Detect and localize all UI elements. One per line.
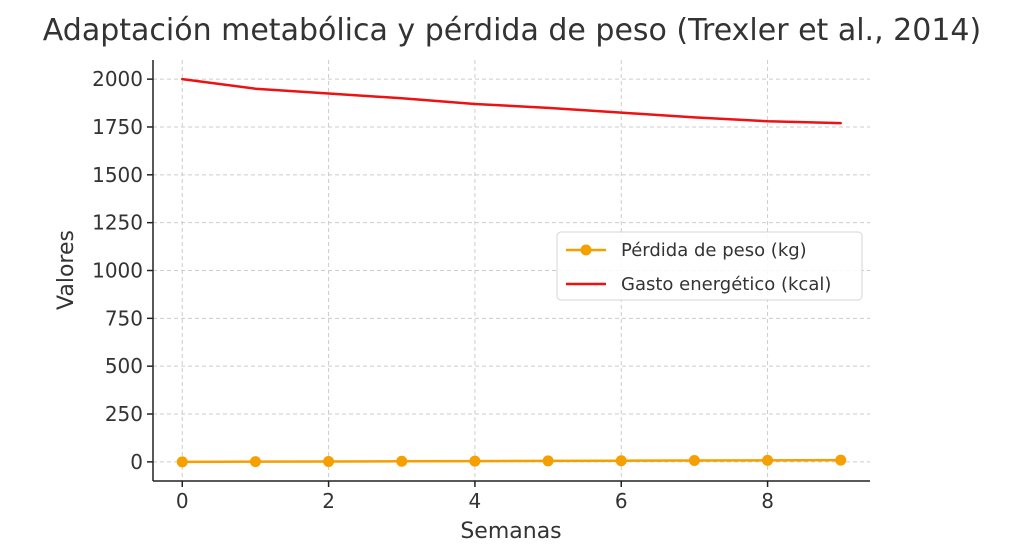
tick-layer: 0 2 4 6 8 0 250 500 750 1000 1250 1500 1750 2000	[92, 67, 774, 513]
y-tick-label: 1500	[92, 163, 143, 187]
data-point	[469, 455, 481, 467]
data-point	[615, 455, 627, 467]
x-axis-label: Semanas	[460, 519, 561, 544]
x-tick-label: 2	[322, 489, 335, 513]
y-tick-label: 1000	[92, 259, 143, 283]
data-point	[688, 455, 700, 467]
y-axis-label: Valores	[54, 230, 79, 310]
data-point	[323, 455, 335, 467]
legend-box	[556, 231, 863, 301]
y-tick-label: 500	[105, 354, 143, 378]
series-line-0	[181, 458, 842, 464]
data-point	[835, 454, 847, 466]
series-layer	[176, 77, 847, 468]
legend-label-weight: Pérdida de peso (kg)	[621, 240, 807, 261]
y-tick-label: 1250	[92, 211, 143, 235]
data-point	[396, 455, 408, 467]
data-point	[176, 456, 188, 468]
y-tick-label: 0	[130, 450, 143, 474]
x-tick-label: 0	[176, 489, 189, 513]
data-point	[762, 454, 774, 466]
x-tick-label: 4	[469, 489, 482, 513]
series-line-1	[181, 77, 842, 125]
data-point	[542, 455, 554, 467]
x-tick-label: 8	[761, 489, 774, 513]
data-point	[249, 456, 261, 468]
legend-marker-weight	[580, 244, 592, 256]
y-tick-label: 750	[105, 306, 143, 330]
chart-title: Adaptación metabólica y pérdida de peso …	[43, 13, 981, 48]
legend: Pérdida de peso (kg) Gasto energético (k…	[556, 231, 863, 301]
y-tick-label: 1750	[92, 115, 143, 139]
x-tick-label: 6	[615, 489, 628, 513]
y-tick-label: 2000	[92, 67, 143, 91]
legend-label-energy: Gasto energético (kcal)	[621, 274, 831, 295]
y-tick-label: 250	[105, 402, 143, 426]
